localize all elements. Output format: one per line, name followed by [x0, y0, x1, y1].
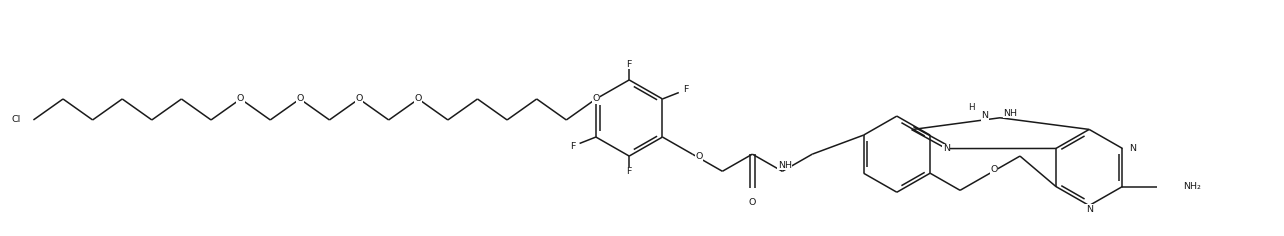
Text: N: N: [942, 144, 950, 153]
Text: F: F: [570, 142, 575, 151]
Text: O: O: [415, 94, 422, 103]
Text: NH₂: NH₂: [1183, 182, 1201, 191]
Text: NH: NH: [778, 161, 792, 170]
Text: F: F: [627, 167, 632, 177]
Text: Cl: Cl: [12, 115, 21, 124]
Text: H: H: [968, 103, 975, 112]
Text: N: N: [1086, 205, 1093, 214]
Text: F: F: [627, 59, 632, 69]
Text: O: O: [990, 165, 998, 174]
Text: O: O: [238, 94, 244, 103]
Text: F: F: [683, 85, 688, 94]
Text: N: N: [981, 111, 989, 120]
Text: N: N: [1129, 144, 1136, 153]
Text: O: O: [695, 152, 702, 161]
Text: O: O: [297, 94, 303, 103]
Text: NH: NH: [1003, 109, 1017, 118]
Text: O: O: [749, 198, 756, 207]
Text: O: O: [356, 94, 363, 103]
Text: O: O: [592, 94, 600, 103]
